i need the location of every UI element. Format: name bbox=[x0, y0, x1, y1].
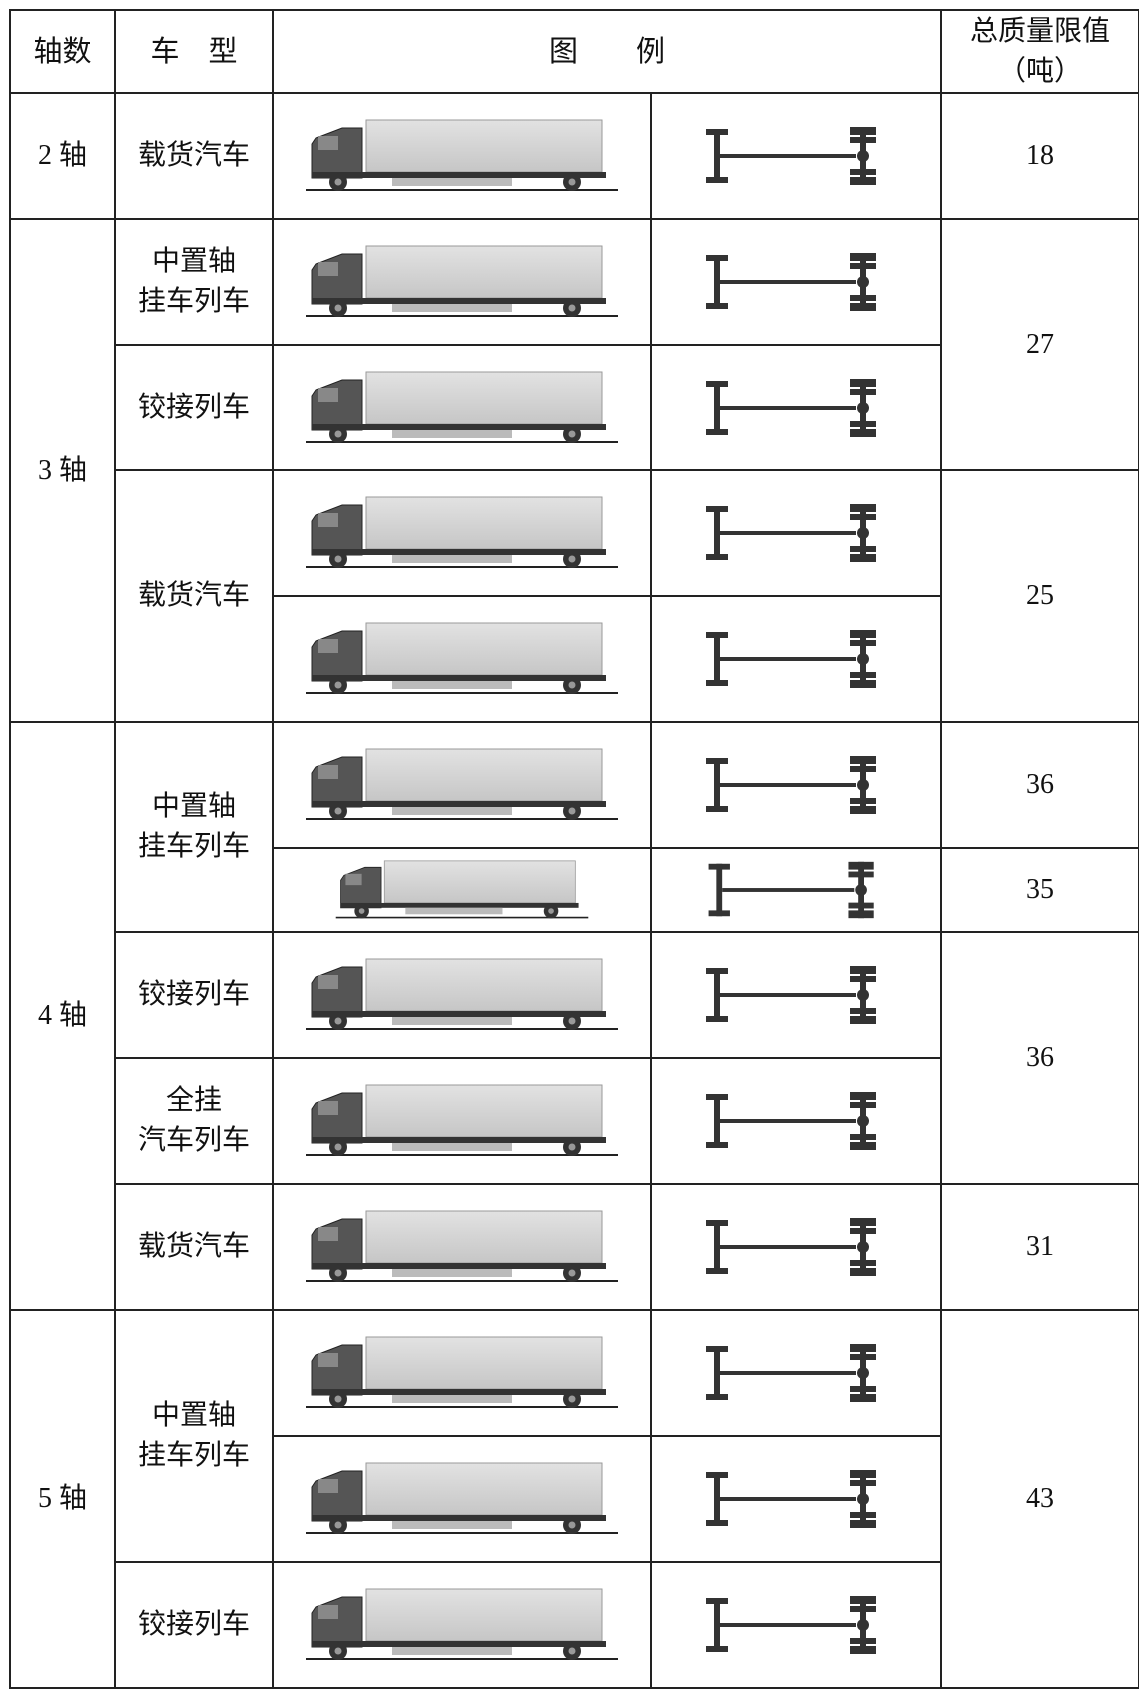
truck-image bbox=[302, 114, 622, 198]
axle-diagram-cell bbox=[649, 1561, 943, 1689]
truck-image bbox=[302, 743, 622, 827]
truck-image-cell bbox=[272, 92, 652, 220]
truck-image bbox=[302, 953, 622, 1037]
truck-image-cell bbox=[272, 931, 652, 1059]
truck-image bbox=[302, 491, 622, 575]
truck-image bbox=[302, 366, 622, 450]
type: 中置轴 挂车列车 bbox=[114, 1309, 274, 1563]
limit: 43 bbox=[940, 1309, 1139, 1689]
truck-image-cell bbox=[272, 1561, 652, 1689]
limit: 36 bbox=[940, 931, 1139, 1185]
truck-image bbox=[302, 1205, 622, 1289]
truck-image-cell bbox=[272, 595, 652, 723]
axles: 3 轴 bbox=[9, 218, 116, 723]
limit: 31 bbox=[940, 1183, 1139, 1311]
header-type: 车 型 bbox=[114, 9, 274, 94]
axle-diagram bbox=[686, 373, 906, 443]
axle-diagram-cell bbox=[649, 1057, 943, 1185]
limit: 36 bbox=[940, 721, 1139, 849]
truck-image bbox=[302, 1583, 622, 1667]
axle-diagram bbox=[686, 960, 906, 1030]
header-limit: 总质量限值 （吨） bbox=[940, 9, 1139, 94]
axle-diagram-cell bbox=[649, 847, 943, 933]
truck-image-cell bbox=[272, 469, 652, 597]
axle-diagram bbox=[686, 121, 906, 191]
axle-diagram bbox=[686, 1464, 906, 1534]
type: 全挂 汽车列车 bbox=[114, 1057, 274, 1185]
type: 中置轴 挂车列车 bbox=[114, 721, 274, 933]
limit: 25 bbox=[940, 469, 1139, 723]
truck-image-cell bbox=[272, 847, 652, 933]
axle-diagram bbox=[686, 1086, 906, 1156]
type: 载货汽车 bbox=[114, 1183, 274, 1311]
truck-image-cell bbox=[272, 721, 652, 849]
axle-diagram bbox=[686, 750, 906, 820]
truck-image-cell bbox=[272, 344, 652, 471]
type: 载货汽车 bbox=[114, 92, 274, 220]
axle-diagram-cell bbox=[649, 721, 943, 849]
truck-image-cell bbox=[272, 1435, 652, 1563]
axle-diagram-cell bbox=[649, 92, 943, 220]
header-unit: （吨） bbox=[998, 55, 1083, 87]
axles: 2 轴 bbox=[9, 92, 116, 220]
type: 载货汽车 bbox=[114, 469, 274, 723]
truck-image bbox=[302, 240, 622, 324]
axle-diagram bbox=[686, 856, 906, 924]
header-legend: 图 例 bbox=[271, 9, 943, 94]
axle-diagram-cell bbox=[649, 931, 943, 1059]
axle-diagram-cell bbox=[649, 1183, 943, 1311]
truck-image-cell bbox=[272, 1057, 652, 1185]
truck-image bbox=[302, 1457, 622, 1541]
type: 铰接列车 bbox=[114, 344, 274, 471]
type: 铰接列车 bbox=[114, 1561, 274, 1689]
truck-image-cell bbox=[272, 1309, 652, 1437]
type: 铰接列车 bbox=[114, 931, 274, 1059]
axle-diagram-cell bbox=[649, 344, 943, 471]
truck-image-cell bbox=[272, 1183, 652, 1311]
type: 中置轴 挂车列车 bbox=[114, 218, 274, 346]
truck-image bbox=[302, 617, 622, 701]
axles: 5 轴 bbox=[9, 1309, 116, 1689]
axle-diagram bbox=[686, 247, 906, 317]
truck-image bbox=[302, 1079, 622, 1163]
limit: 18 bbox=[940, 92, 1139, 220]
limit-table: 轴数 车 型 图 例 总质量限值 （吨） 2 轴 载货汽车 18 3 轴 中置轴 … bbox=[9, 9, 1139, 1689]
axle-diagram bbox=[686, 1212, 906, 1282]
axle-diagram bbox=[686, 1338, 906, 1408]
axle-diagram-cell bbox=[649, 218, 943, 346]
axle-diagram bbox=[686, 624, 906, 694]
axle-diagram bbox=[686, 1590, 906, 1660]
truck-image-cell bbox=[272, 218, 652, 346]
header-axles: 轴数 bbox=[9, 9, 116, 94]
axle-diagram bbox=[686, 498, 906, 568]
header-limit-text: 总质量限值 bbox=[970, 15, 1111, 47]
axle-diagram-cell bbox=[649, 595, 943, 723]
limit: 35 bbox=[940, 847, 1139, 933]
axle-diagram-cell bbox=[649, 1435, 943, 1563]
truck-image bbox=[302, 1331, 622, 1415]
axle-diagram-cell bbox=[649, 469, 943, 597]
limit: 27 bbox=[940, 218, 1139, 471]
axles: 4 轴 bbox=[9, 721, 116, 1311]
truck-image bbox=[302, 856, 622, 924]
axle-diagram-cell bbox=[649, 1309, 943, 1437]
